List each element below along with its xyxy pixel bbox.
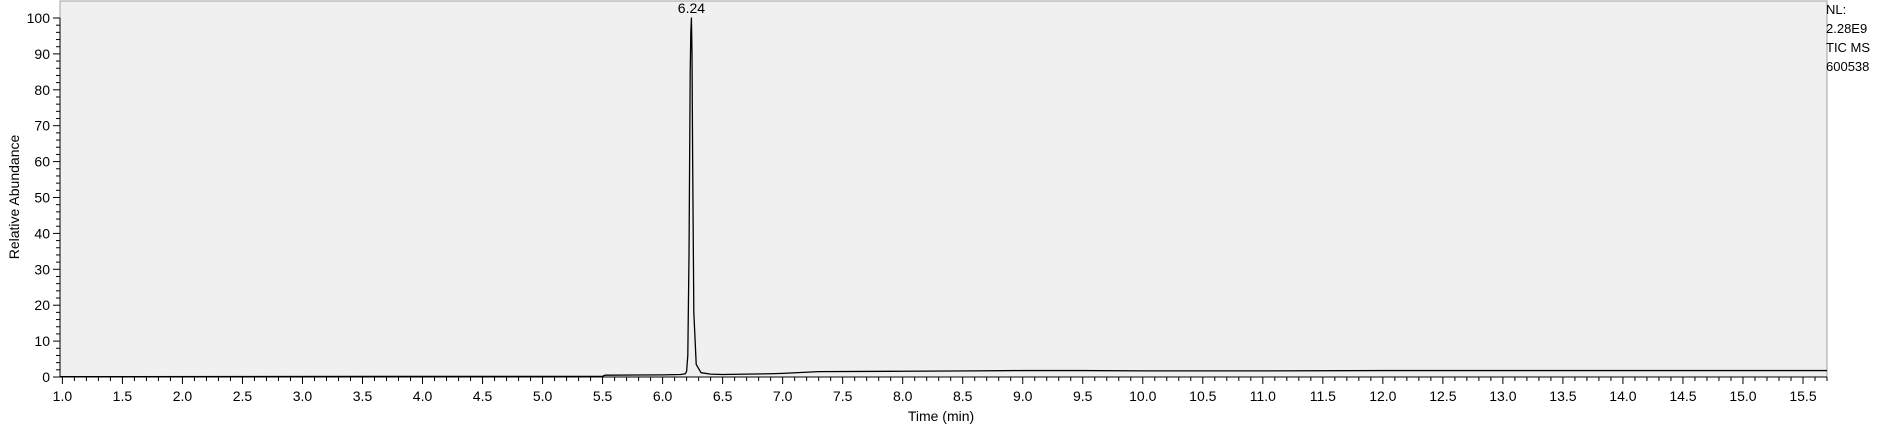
x-tick-label: 12.5 — [1429, 388, 1456, 404]
plot-area — [59, 0, 1828, 378]
x-axis: 1.0 1.5 2.0 2.5 3.0 3.5 4.0 4.5 5.0 5.5 6.0 6.5 7.0 7… — [53, 376, 1828, 404]
x-tick-label: 9.0 — [1013, 388, 1033, 404]
y-tick-label: 90 — [34, 46, 50, 62]
y-tick-label: 40 — [34, 225, 50, 241]
x-tick-label: 15.5 — [1789, 388, 1816, 404]
x-tick-label: 1.5 — [113, 388, 133, 404]
x-tick-label: 5.0 — [533, 388, 553, 404]
nl-value: 2.28E9 — [1826, 21, 1868, 36]
x-tick-label: 4.5 — [473, 388, 493, 404]
x-tick-label: 6.5 — [713, 388, 733, 404]
y-tick-label: 0 — [42, 369, 50, 385]
y-tick-label: 50 — [34, 190, 50, 206]
x-axis-label: Time (min) — [908, 408, 974, 424]
x-tick-label: 2.0 — [173, 388, 193, 404]
x-tick-label: 14.0 — [1609, 388, 1636, 404]
x-tick-label: 7.5 — [833, 388, 853, 404]
peak-label: 6.24 — [678, 0, 705, 16]
x-tick-label: 11.5 — [1310, 388, 1336, 404]
x-tick-label: 3.0 — [293, 388, 313, 404]
x-tick-label: 2.5 — [233, 388, 253, 404]
x-tick-label: 9.5 — [1073, 388, 1093, 404]
y-tick-label: 100 — [27, 10, 51, 26]
y-tick-label: 60 — [34, 154, 50, 170]
scan-type: TIC MS — [1826, 40, 1871, 55]
y-tick-label: 10 — [34, 333, 50, 349]
y-tick-label: 70 — [34, 118, 50, 134]
x-tick-label: 11.0 — [1250, 388, 1276, 404]
x-tick-label: 5.5 — [593, 388, 613, 404]
chromatogram-trace — [59, 17, 1827, 378]
y-tick-label: 30 — [34, 261, 50, 277]
x-tick-label: 14.5 — [1669, 388, 1696, 404]
x-tick-label: 4.0 — [413, 388, 433, 404]
x-tick-label: 15.0 — [1729, 388, 1756, 404]
x-tick-label: 8.5 — [953, 388, 973, 404]
y-tick-label: 20 — [34, 297, 50, 313]
x-tick-label: 7.0 — [773, 388, 793, 404]
file-id: 600538 — [1826, 59, 1870, 74]
x-tick-label: 3.5 — [353, 388, 373, 404]
y-tick-label: 80 — [34, 82, 50, 98]
x-tick-label: 1.0 — [53, 388, 73, 404]
x-tick-label: 8.0 — [893, 388, 913, 404]
x-tick-label: 10.5 — [1189, 388, 1216, 404]
x-tick-label: 12.0 — [1369, 388, 1396, 404]
normalization-info: NL: 2.28E9 TIC MS 600538 — [1826, 0, 1870, 76]
x-tick-label: 13.0 — [1489, 388, 1516, 404]
x-tick-label: 6.0 — [653, 388, 673, 404]
series-group — [59, 17, 1827, 378]
nl-label: NL: — [1826, 2, 1847, 17]
y-axis-label: Relative Abundance — [6, 135, 22, 260]
y-axis: 0 10 20 30 40 50 60 70 80 90 100 — [27, 10, 61, 385]
annotation-group: 6.24 — [678, 0, 705, 16]
x-tick-label: 13.5 — [1549, 388, 1576, 404]
x-tick-label: 10.0 — [1129, 388, 1156, 404]
